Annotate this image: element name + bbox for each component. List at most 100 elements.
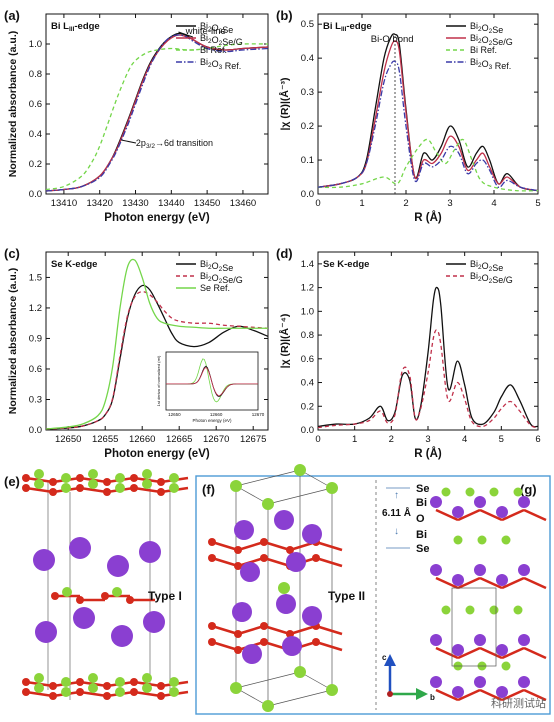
se-atom [115,483,125,493]
x-tick-label: 3 [447,198,452,209]
bi-atom [452,644,464,656]
c-axis-head [384,654,396,666]
chart-panel-d: 0 1 2 3 4 5 6 0.0 0.2 0.4 0.6 0.8 1.0 1.2 1.4 R (Å) |χ (… [276,246,541,460]
se-atom [169,687,179,697]
o-atom [208,638,216,646]
label-part: 2 [489,266,493,273]
bond [315,624,343,636]
bi-atom [474,634,486,646]
se-atom [34,479,44,489]
y-tick-label: 0.5 [301,19,314,30]
bond [315,556,343,568]
bond [457,688,481,702]
x-tick-label: 13420 [86,198,112,209]
se-atom [169,483,179,493]
bi-atom [430,676,442,688]
label-part: Bi [470,33,478,43]
bi-atom [496,574,508,586]
y-tick-label: 0.4 [301,378,314,389]
x-tick-label: 2 [403,198,408,209]
bond [211,556,239,568]
inset-curve [166,366,258,396]
arrow-down: ↓ [394,526,399,537]
bi-atom [302,606,322,626]
se-atom [115,473,125,483]
cell-edge [235,485,269,505]
o-atom [260,538,268,546]
b-axis-label: b [430,693,435,702]
bond [435,646,459,660]
annotation-transition: 2p3/2→6d transition [136,138,213,150]
label-part: 2 [489,278,493,285]
bi-atom [232,602,252,622]
label-part: 2 [489,40,493,47]
cell-edge [267,689,333,707]
label-part: 3/2 [146,143,155,150]
bond [523,508,547,522]
inset-x-tick-label: 12660 [210,412,223,417]
se-atom [489,487,499,497]
layer-label: Bi [416,497,427,509]
label-part: Bi Ref. [470,45,497,55]
o-atom [49,682,57,690]
layer-label: Se [416,543,429,555]
label-part: 2 [478,62,482,69]
inset-x-tick-label: 12650 [168,412,181,417]
se-atom [112,587,122,597]
label-part: 2 [208,264,212,271]
panel-label: (c) [4,246,20,261]
label-part: Bi [200,271,208,281]
series-line-Bi2O2SeG [318,329,538,429]
bond [501,646,525,660]
se-atom [465,487,475,497]
o-atom [103,488,111,496]
se-atom [501,535,511,545]
label-part: O [482,59,489,69]
series-line-Bi2O3Ref [318,60,538,192]
y-tick-label: 0.9 [29,333,42,344]
bi-atom [518,564,530,576]
se-atom [169,677,179,687]
bond [237,556,265,568]
o-atom [76,688,84,696]
y-tick-label: 0.0 [29,189,42,200]
o-atom [22,484,30,492]
label-part: 2 [219,266,223,273]
cell-edge [267,487,333,505]
bi-atom [496,644,508,656]
x-tick-label: 5 [535,198,540,209]
y-tick-label: 0.6 [29,364,42,375]
b-axis-head [416,688,428,700]
se-atom [142,479,152,489]
label-part: 2p [136,138,146,148]
label-part: Se/G [222,37,243,47]
o-atom [234,646,242,654]
y-tick-label: 1.2 [29,303,42,314]
legend-label: Bi Ref. [470,45,497,55]
bi-atom [33,549,55,571]
label-part: Bi [470,271,478,281]
label-part: 2 [208,38,212,45]
se-atom [61,687,71,697]
legend-label: Bi2O2Se/G [200,33,243,47]
se-atom [88,479,98,489]
chart-panel-b: 0 1 2 3 4 50.00.10.20.30.40.5R (Å)|χ (R)|(Å⁻³… [276,8,541,224]
label-part: Se [222,25,233,35]
bi-atom [518,676,530,688]
bi-atom [282,636,302,656]
annotation-arrow [178,31,193,38]
label-part: Se [492,263,503,273]
bond [479,576,503,590]
bond [133,486,162,494]
legend-label: Bi2O2Se [470,21,503,35]
label-part: 2 [219,28,223,35]
o-atom [208,538,216,546]
o-atom [312,554,320,562]
label-part: O [482,261,489,271]
label-part: Bi [200,21,208,31]
label-part: Se/G [492,275,513,285]
legend-label: Bi2O2Se/G [200,271,243,285]
bond [523,646,547,660]
series-line-Bi2O2Se [318,33,538,192]
